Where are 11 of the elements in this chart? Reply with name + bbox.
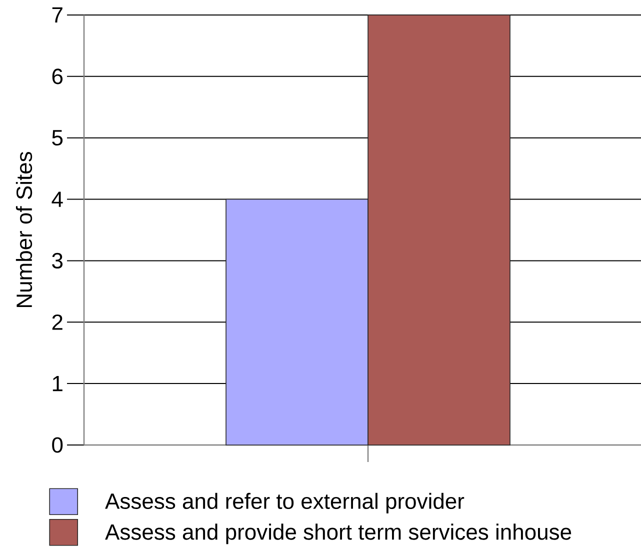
y-tick-label: 6 [52, 68, 63, 84]
y-axis-title: Number of Sites [16, 152, 32, 308]
legend-label: Assess and provide short term services inhouse [105, 524, 572, 544]
y-tick-label: 1 [52, 376, 62, 392]
y-tick-label: 0 [52, 437, 63, 453]
y-tick-label: 2 [52, 314, 62, 330]
y-tick-label: 5 [52, 130, 63, 146]
y-tick-label: 7 [52, 7, 62, 23]
y-tick-label: 3 [52, 252, 63, 268]
legend-label: Assess and refer to external provider [105, 492, 464, 514]
y-tick-label: 4 [52, 192, 63, 207]
